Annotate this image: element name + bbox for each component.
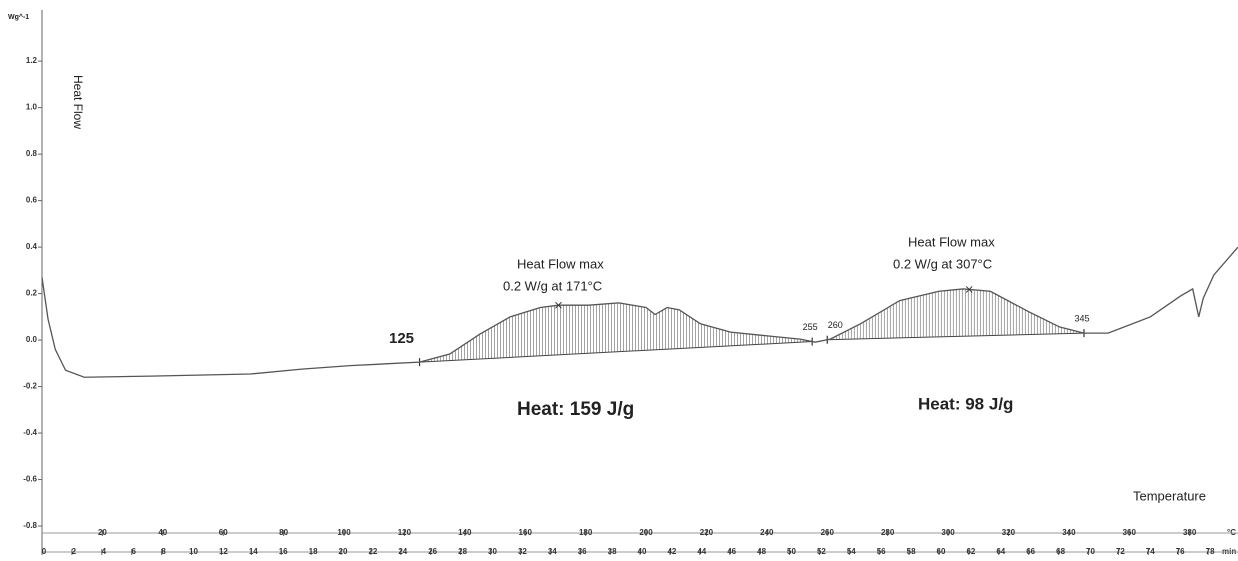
heat-flow-line [41, 246, 1238, 378]
time-tick-label: 64 [996, 547, 1005, 556]
y-axis-label: Heat Flow [71, 75, 85, 129]
peak-marker [555, 301, 562, 309]
y-tick-label: 0.0 [26, 335, 38, 344]
time-tick-label: 78 [1206, 547, 1215, 556]
time-tick-label: 74 [1146, 547, 1155, 556]
annotation: 0.2 W/g at 307°C [893, 256, 992, 271]
time-tick-label: 76 [1176, 547, 1185, 556]
time-tick-label: 28 [458, 547, 467, 556]
y-unit: Wg^-1 [8, 13, 29, 21]
y-tick-label: -0.4 [23, 428, 37, 437]
x-tick-label: 280 [881, 528, 895, 537]
time-tick-label: 40 [638, 547, 647, 556]
annotation: Heat Flow max [908, 234, 995, 249]
time-tick-label: 68 [1056, 547, 1065, 556]
annotation: Heat Flow max [517, 256, 604, 271]
time-tick-label: 8 [161, 547, 166, 556]
y-tick-label: 0.8 [26, 149, 38, 158]
x-axis-label: Temperature [1133, 488, 1206, 503]
time-tick-label: 38 [608, 547, 617, 556]
time-tick-label: 36 [578, 547, 587, 556]
time-tick-label: 60 [937, 547, 946, 556]
x-tick-label: 240 [760, 528, 774, 537]
integration-label: 125 [389, 330, 414, 347]
x-tick-label: 300 [941, 528, 955, 537]
time-tick-label: 56 [877, 547, 886, 556]
x-tick-label: 40 [158, 528, 167, 537]
time-tick-label: 26 [428, 547, 437, 556]
time-tick-label: 52 [817, 547, 826, 556]
time-tick-label: 22 [368, 547, 377, 556]
time-tick-label: 54 [847, 547, 856, 556]
time-tick-label: 42 [667, 547, 676, 556]
x-tick-label: 220 [700, 528, 714, 537]
heat-label: Heat: 159 J/g [517, 399, 634, 420]
x-tick-label: 320 [1002, 528, 1016, 537]
y-tick-label: 1.2 [26, 56, 38, 65]
time-tick-label: 4 [102, 547, 107, 556]
x-tick-label: 100 [337, 528, 351, 537]
integration-label: 345 [1074, 313, 1089, 323]
x-tick-label: 200 [639, 528, 653, 537]
y-tick-label: 0.4 [26, 242, 38, 251]
time-tick-label: 20 [339, 547, 348, 556]
x-tick-label: 380 [1183, 528, 1197, 537]
time-tick-label: 50 [787, 547, 796, 556]
integration-label: 255 [803, 322, 818, 332]
time-tick-label: 72 [1116, 547, 1125, 556]
x-tick-label: 20 [98, 528, 107, 537]
time-tick-label: 34 [548, 547, 557, 556]
baseline [827, 332, 1084, 341]
y-tick-label: -0.2 [23, 382, 37, 391]
x-tick-label: 340 [1062, 528, 1076, 537]
time-tick-label: 24 [398, 547, 407, 556]
time-tick-label: 6 [131, 547, 136, 556]
time-tick-label: 44 [697, 547, 706, 556]
y-tick-label: 0.6 [26, 196, 38, 205]
time-tick-label: 0 [42, 547, 47, 556]
time-tick-label: 12 [219, 547, 228, 556]
time-tick-label: 48 [757, 547, 766, 556]
time-tick-label: 16 [279, 547, 288, 556]
y-tick-label: -0.6 [23, 475, 37, 484]
heat-label: Heat: 98 J/g [918, 394, 1013, 413]
y-tick-label: -0.8 [23, 521, 37, 530]
hatch [422, 302, 810, 362]
time-tick-label: 32 [518, 547, 527, 556]
peak-marker [965, 286, 973, 293]
x-tick-label: 160 [519, 528, 533, 537]
integration-label: 260 [828, 320, 843, 330]
annotation: 0.2 W/g at 171°C [503, 278, 602, 293]
x-tick-label: 60 [219, 528, 228, 537]
x-tick-label: 80 [279, 528, 288, 537]
time-tick-label: 2 [72, 547, 77, 556]
time-tick-label: 14 [249, 547, 258, 556]
y-tick-label: 0.2 [26, 289, 38, 298]
time-tick-label: 66 [1026, 547, 1035, 556]
time-tick-label: 18 [309, 547, 318, 556]
y-tick-label: 1.0 [26, 103, 38, 112]
baseline [419, 341, 813, 363]
time-tick-label: 70 [1086, 547, 1095, 556]
time-tick-label: 46 [727, 547, 736, 556]
x-tick-label: 360 [1123, 528, 1137, 537]
x-tick-label: 120 [398, 528, 412, 537]
x-tick-label: 180 [579, 528, 593, 537]
hatch [829, 289, 1083, 340]
x-tick-label: 260 [821, 528, 835, 537]
time-tick-label: 62 [966, 547, 975, 556]
time-tick-label: 10 [189, 547, 198, 556]
x-tick-label: 140 [458, 528, 472, 537]
time-tick-label: 30 [488, 547, 497, 556]
time-tick-label: 58 [907, 547, 916, 556]
